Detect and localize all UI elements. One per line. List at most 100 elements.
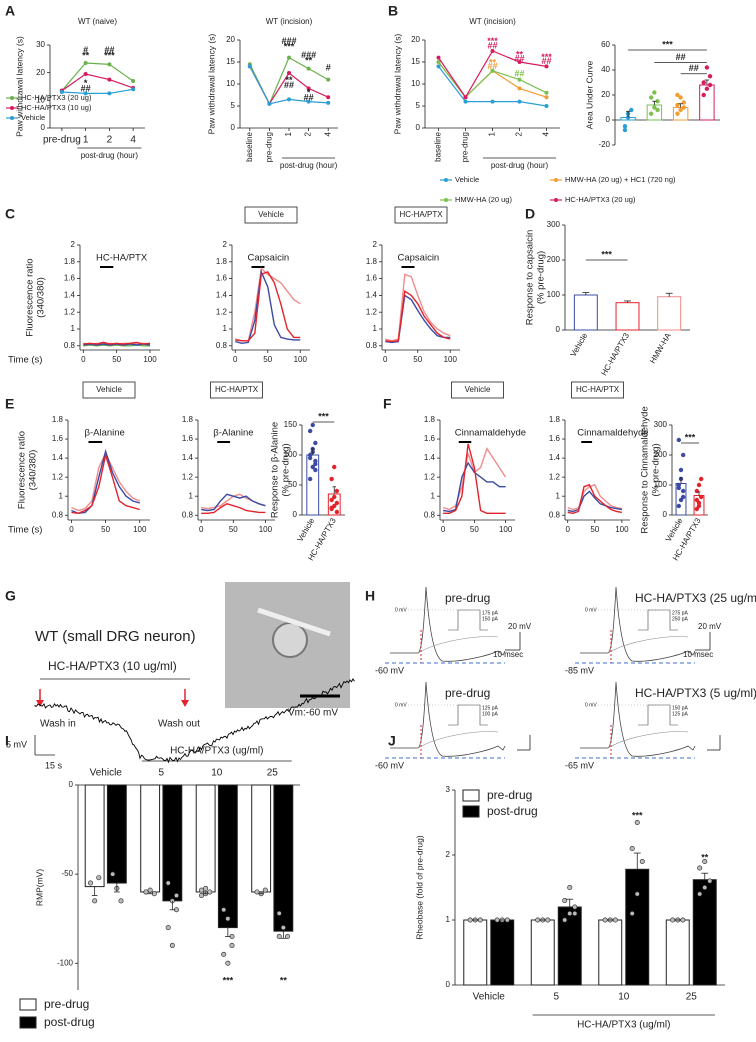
- bracket-label: ##: [676, 52, 686, 62]
- data-point: [694, 497, 700, 503]
- annotation: ##: [104, 45, 114, 55]
- y-tick-label: 10: [36, 95, 45, 104]
- zero-label: 0 mV: [395, 702, 407, 708]
- data-point: [207, 889, 213, 895]
- header: HC-HA/PTX: [576, 385, 620, 394]
- current-label: 150 pA: [482, 616, 499, 622]
- pipette: [257, 607, 331, 637]
- bar: [195, 784, 216, 893]
- data-point: [698, 494, 704, 500]
- legend-label: HMW-HA (20 ug) + HC1 (720 ng): [565, 175, 676, 184]
- data-point: [254, 889, 260, 895]
- current-label: 125 pA: [672, 711, 689, 717]
- legend-swatch: [462, 789, 480, 802]
- panel-label: J: [388, 733, 396, 749]
- marker: [287, 71, 291, 75]
- data-point: [648, 111, 654, 116]
- annotation: #: [83, 45, 88, 55]
- y-axis-label: (% pre-drug): [281, 443, 292, 496]
- annotation: ###: [301, 50, 316, 60]
- series-line: [61, 73, 134, 92]
- y-tick-label: 1: [71, 324, 76, 333]
- data-point: [680, 452, 686, 458]
- series-line: [83, 341, 151, 345]
- marker: [517, 60, 522, 64]
- data-point: [334, 509, 340, 515]
- bar: [463, 919, 488, 986]
- scale-t-label: 15 s: [45, 760, 63, 770]
- x-tick-label: HMW-HA: [648, 331, 673, 365]
- annotation: ***: [104, 50, 115, 60]
- group-label: HC-HA/PTX3 (ug/ml): [577, 1020, 670, 1031]
- panel-label: D: [525, 206, 535, 222]
- data-point: [118, 898, 124, 904]
- data-point: [198, 893, 204, 899]
- x-tick-label: 50: [263, 355, 272, 364]
- y-axis-label: Response to Cinnamaldehyde: [640, 406, 651, 533]
- y-tick-label: 0.8: [424, 510, 436, 519]
- bar: [625, 868, 650, 986]
- header: Vehicle: [258, 210, 284, 219]
- y-tick-label: 20: [411, 35, 420, 44]
- y-tick-label: 1.4: [366, 291, 378, 300]
- arrow-head: [36, 700, 44, 707]
- panel-label: A: [5, 3, 15, 19]
- header-box: [451, 381, 504, 399]
- y-tick-label: 1: [189, 491, 194, 500]
- y-tick-label: 3: [446, 785, 451, 794]
- sub-title: pre-drug: [445, 591, 490, 605]
- legend-swatch: [19, 998, 37, 1011]
- data-point: [329, 497, 334, 503]
- y-tick-label: 1.8: [549, 415, 561, 424]
- x-tick-label: pre-drug: [265, 132, 274, 162]
- x-tick-label: Vehicle: [296, 516, 317, 543]
- data-point: [310, 422, 315, 428]
- data-point: [165, 925, 171, 931]
- legend-marker: [554, 198, 558, 202]
- vm-label: -60 mV: [375, 760, 404, 770]
- series-line: [385, 294, 451, 344]
- y-tick-label: 20: [36, 68, 45, 77]
- data-point: [504, 917, 510, 923]
- header: Vehicle: [96, 385, 122, 394]
- y-tick-label: 10: [411, 79, 420, 88]
- y-axis-label: Fluorescence ratio: [17, 431, 28, 509]
- marker: [287, 97, 291, 102]
- legend-swatch: [19, 1016, 37, 1029]
- y-tick-label: 20: [226, 35, 235, 44]
- y-tick-label: 0: [606, 115, 611, 124]
- x-tick-label: baseline: [245, 131, 254, 161]
- data-point: [678, 107, 683, 113]
- y-tick-label: 0.8: [64, 341, 76, 350]
- y-tick-label: 0: [41, 123, 46, 132]
- y-axis-label: Fluorescence ratio: [25, 258, 36, 336]
- data-point: [702, 884, 708, 890]
- y-tick-label: 200: [654, 450, 668, 459]
- marker: [517, 77, 522, 82]
- y-tick-label: 1.4: [182, 453, 194, 462]
- bar: [598, 919, 623, 986]
- annotation: **: [516, 49, 524, 59]
- data-point: [670, 917, 676, 923]
- ap-trace: [580, 586, 696, 662]
- header-box: [82, 381, 136, 399]
- marker: [131, 78, 136, 83]
- y-tick-label: 1.2: [216, 307, 228, 316]
- data-point: [701, 80, 706, 85]
- y-tick-label: 1.6: [424, 434, 436, 443]
- data-point: [698, 476, 704, 482]
- y-axis-label: Rheobase (fold of pre-drug): [414, 835, 424, 940]
- data-point: [276, 934, 282, 940]
- data-point: [612, 917, 618, 923]
- y-tick-label: 100: [547, 290, 561, 299]
- current-label: 175 pA: [482, 610, 499, 616]
- legend-label: HMW-HA (20 ug): [455, 195, 512, 204]
- annotation: *: [84, 78, 88, 88]
- legend-label: HC-HA/PTX3 (20 ug): [21, 93, 92, 102]
- series-line: [201, 493, 266, 512]
- scale-v-label: 20 mV: [698, 622, 722, 631]
- stim-protocol: [448, 704, 488, 726]
- data-point: [704, 86, 710, 91]
- x-tick-label: 25: [686, 992, 698, 1003]
